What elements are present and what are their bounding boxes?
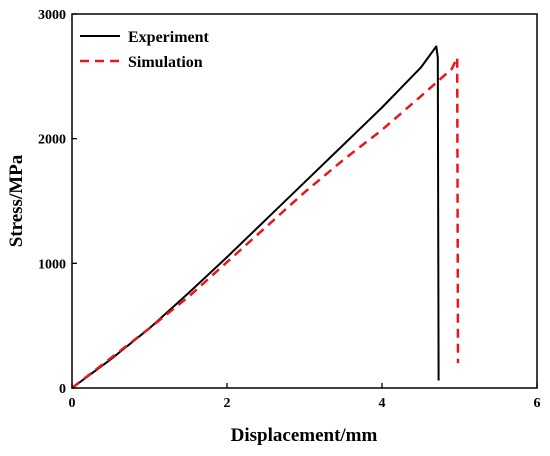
x-tick-label: 2: [224, 396, 231, 411]
axis-ticks: 0 2 4 6 0 1000 2000 3000: [38, 8, 541, 411]
plot-frame: [71, 13, 538, 389]
legend-label-experiment: Experiment: [128, 29, 210, 46]
x-tick-label: 6: [534, 396, 541, 411]
y-tick-label: 0: [59, 382, 66, 397]
y-tick-label: 3000: [38, 8, 66, 23]
y-tick-label: 2000: [38, 133, 66, 148]
x-tick-label: 0: [69, 396, 76, 411]
plot-lines: [71, 45, 460, 389]
series-line-simulation: [71, 56, 460, 389]
x-axis-label: Displacement/mm: [231, 425, 378, 446]
y-tick-label: 1000: [38, 257, 66, 272]
y-axis-label: Stress/MPa: [6, 154, 27, 247]
x-tick-label: 4: [379, 396, 386, 411]
legend-label-simulation: Simulation: [128, 54, 203, 71]
legend: Experiment Simulation: [80, 29, 210, 71]
series-line-experiment: [71, 45, 440, 389]
